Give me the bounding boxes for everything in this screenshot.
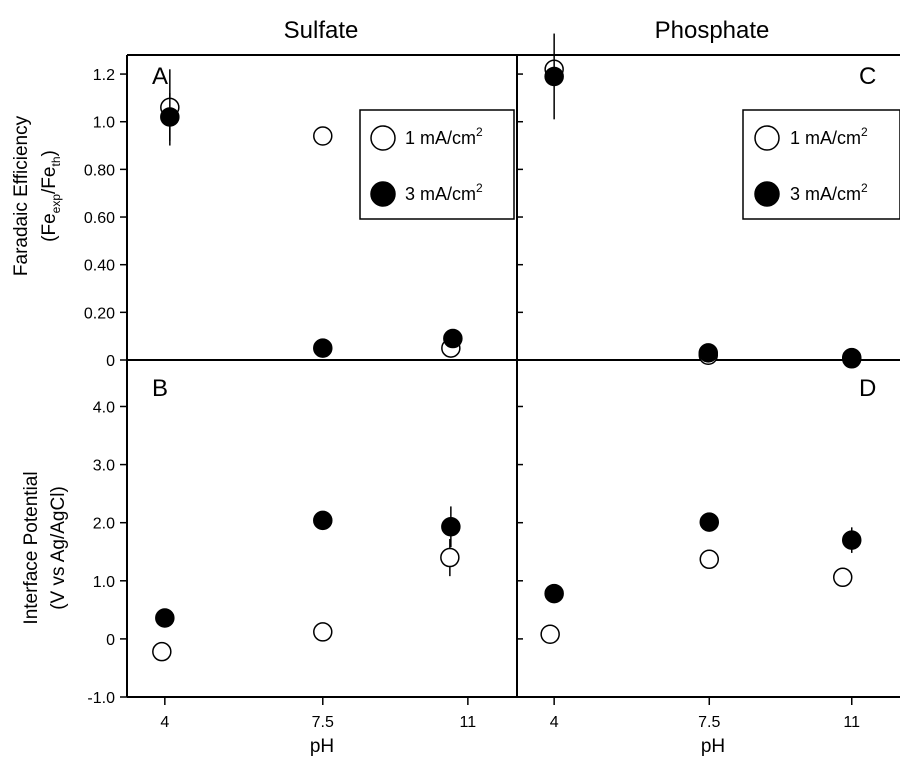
y-tick-label: 0	[106, 632, 115, 649]
legend-label-3ma: 3 mA/cm2	[405, 181, 483, 204]
legend-panel-a: 1 mA/cm2 3 mA/cm2	[359, 109, 515, 220]
data-point-3ma	[841, 347, 862, 368]
legend-text: 3 mA/cm	[790, 184, 861, 204]
legend-label-1ma: 1 mA/cm2	[405, 125, 483, 148]
data-point-1ma	[699, 549, 720, 570]
data-point-3ma	[160, 107, 180, 127]
y-axis-title-top-line2: (Feexp/Feth)	[39, 150, 63, 242]
column-title-sulfate: Sulfate	[284, 17, 359, 44]
y-tick-label: 2.0	[93, 516, 115, 533]
y-axis-title-bottom-line2: (V vs Ag/AgCl)	[48, 486, 69, 610]
legend-text: 1 mA/cm	[405, 128, 476, 148]
y-label-part: (Fe	[39, 213, 60, 242]
legend-superscript: 2	[476, 181, 483, 195]
data-point-1ma	[540, 624, 560, 644]
data-point-3ma	[841, 530, 862, 550]
data-point-3ma	[313, 510, 333, 531]
y-tick-label: 0.60	[84, 210, 115, 227]
x-tick-label: 4	[550, 714, 559, 731]
plot-layer: 0 0.20 0.40 0.60 0.80 1.0 1.2 -1.0 0 1.0 2.0 3.0 4.0…	[84, 33, 900, 731]
data-point-3ma	[155, 608, 175, 628]
data-point-3ma	[443, 328, 463, 349]
y-axis-title-top-line1: Faradaic Efficiency	[11, 115, 32, 276]
y-axis-title-bottom: Interface Potential (V vs Ag/AgCl)	[21, 471, 69, 624]
data-point-1ma	[313, 622, 333, 642]
legend-label-3ma: 3 mA/cm2	[790, 181, 868, 204]
y-tick-label: 0.80	[84, 162, 115, 179]
data-point-1ma	[440, 547, 460, 568]
panel-label-c: C	[859, 63, 876, 90]
x-tick-label: 11	[843, 714, 860, 731]
legend-open-marker	[370, 125, 396, 151]
y-label-subscript: th	[49, 157, 63, 167]
y-tick-label: 4.0	[93, 399, 115, 416]
panel-label-b: B	[152, 375, 168, 402]
y-tick-label: 0	[106, 353, 115, 370]
x-tick-label: 11	[460, 714, 477, 731]
y-tick-label: 1.0	[93, 115, 115, 132]
data-point-3ma	[313, 338, 333, 358]
data-point-3ma	[698, 343, 719, 363]
y-tick-label: 3.0	[93, 458, 115, 475]
data-point-3ma	[544, 66, 564, 87]
y-tick-label: 0.20	[84, 305, 115, 322]
legend-label-1ma: 1 mA/cm2	[790, 125, 868, 148]
x-axis-title-right: pH	[701, 736, 725, 757]
y-tick-label: -1.0	[87, 690, 115, 707]
legend-superscript: 2	[861, 125, 868, 139]
column-title-phosphate: Phosphate	[655, 17, 770, 44]
y-tick-label: 1.2	[93, 67, 115, 84]
data-point-1ma	[832, 567, 853, 588]
legend-filled-marker	[370, 181, 396, 207]
x-tick-label: 7.5	[312, 714, 334, 731]
legend-superscript: 2	[861, 181, 868, 195]
x-tick-label: 4	[160, 714, 169, 731]
legend-panel-c: 1 mA/cm2 3 mA/cm2	[742, 109, 900, 220]
y-axis-title-bottom-line1: Interface Potential	[21, 471, 42, 624]
x-axis-title-left: pH	[310, 736, 334, 757]
y-tick-label: 0.40	[84, 258, 115, 275]
panel-label-a: A	[152, 63, 168, 90]
y-label-subscript: exp	[49, 194, 63, 214]
panel-label-d: D	[859, 375, 876, 402]
legend-text: 1 mA/cm	[790, 128, 861, 148]
data-point-1ma	[313, 126, 333, 146]
data-point-3ma	[699, 512, 720, 532]
data-point-1ma	[152, 641, 172, 662]
data-point-3ma	[441, 517, 461, 537]
legend-superscript: 2	[476, 125, 483, 139]
y-axis-title-top: Faradaic Efficiency (Feexp/Feth)	[11, 115, 63, 276]
y-label-part: /Fe	[39, 167, 60, 194]
y-tick-label: 1.0	[93, 574, 115, 591]
legend-text: 3 mA/cm	[405, 184, 476, 204]
y-label-part: )	[39, 150, 60, 156]
x-tick-label: 7.5	[698, 714, 720, 731]
legend-open-marker	[754, 125, 780, 151]
legend-filled-marker	[754, 181, 780, 207]
data-point-3ma	[544, 583, 564, 604]
